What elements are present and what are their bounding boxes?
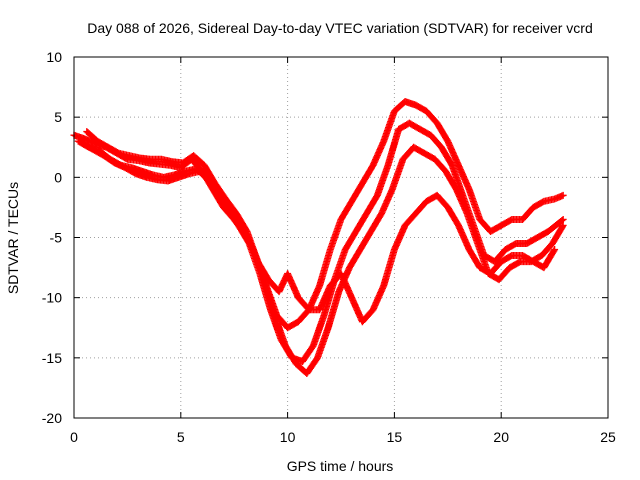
y-tick-label: -20 [42,410,62,426]
data-point-fill [558,223,566,231]
data-point-fill [558,216,566,224]
y-tick-label: -10 [42,290,62,306]
y-tick-label: -5 [50,230,63,246]
y-tick-label: 5 [54,109,62,125]
x-tick-label: 20 [493,429,509,445]
x-tick-label: 5 [177,429,185,445]
chart-title: Day 088 of 2026, Sidereal Day-to-day VTE… [87,20,593,36]
grid [74,57,608,418]
x-tick-label: 10 [280,429,296,445]
y-tick-label: 0 [54,169,62,185]
y-tick-label: 10 [46,49,62,65]
series-layer [70,98,567,377]
data-point [559,221,567,229]
data-point-fill [550,247,558,255]
y-tick-label: -15 [42,350,62,366]
data-point [551,246,559,254]
x-tick-label: 0 [70,429,78,445]
series-track-1 [70,98,567,332]
ticks: 0 5 10 15 20 25 -20 -15 -10 -5 0 5 10 [42,49,616,445]
data-point [559,215,567,223]
series-track-4 [83,128,559,326]
data-point [559,191,567,199]
x-axis-label: GPS time / hours [287,458,394,474]
x-tick-label: 15 [387,429,403,445]
y-axis-label: SDTVAR / TECUs [5,182,21,294]
x-tick-label: 25 [600,429,616,445]
series-track-2 [74,119,567,365]
